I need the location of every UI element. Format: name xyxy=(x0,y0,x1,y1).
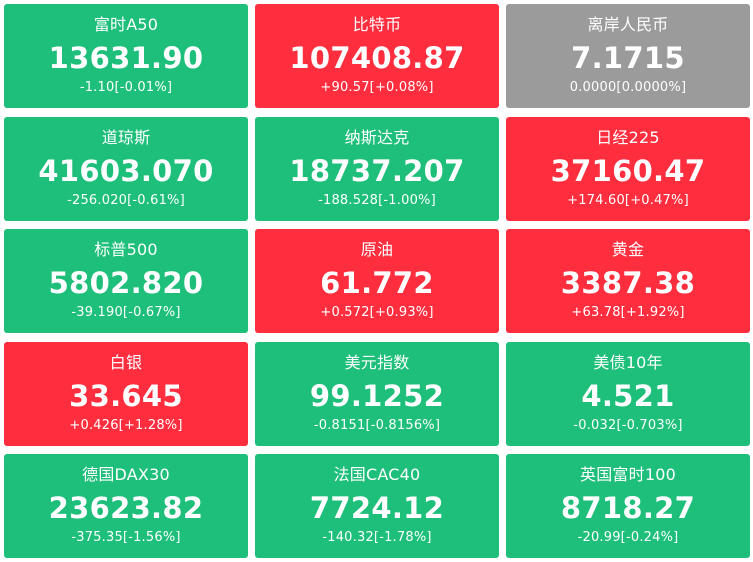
index-name: 美元指数 xyxy=(344,353,410,372)
index-tile-gold[interactable]: 黄金 3387.38 +63.78[+1.92%] xyxy=(506,229,750,333)
index-price: 99.1252 xyxy=(309,379,445,413)
index-tile-ftse-100[interactable]: 英国富时100 8718.27 -20.99[-0.24%] xyxy=(506,454,750,558)
index-price: 5802.820 xyxy=(48,266,204,300)
index-price: 4.521 xyxy=(581,379,675,413)
index-change: -0.8151[-0.8156%] xyxy=(313,418,441,433)
index-tile-nikkei-225[interactable]: 日经225 37160.47 +174.60[+0.47%] xyxy=(506,117,750,221)
index-name: 法国CAC40 xyxy=(333,465,421,484)
index-name: 原油 xyxy=(360,240,394,259)
index-change: +90.57[+0.08%] xyxy=(320,80,434,95)
index-price: 13631.90 xyxy=(48,41,204,75)
index-change: -140.32[-1.78%] xyxy=(322,530,432,545)
index-tile-bitcoin[interactable]: 比特币 107408.87 +90.57[+0.08%] xyxy=(255,4,499,108)
index-change: -188.528[-1.00%] xyxy=(318,193,436,208)
index-price: 7.1715 xyxy=(571,41,685,75)
index-change: 0.0000[0.0000%] xyxy=(569,80,687,95)
index-price: 41603.070 xyxy=(38,154,214,188)
index-price: 23623.82 xyxy=(48,491,204,525)
index-tile-cac40[interactable]: 法国CAC40 7724.12 -140.32[-1.78%] xyxy=(255,454,499,558)
index-price: 61.772 xyxy=(320,266,434,300)
index-name: 日经225 xyxy=(596,128,660,147)
index-change: -20.99[-0.24%] xyxy=(577,530,679,545)
index-name: 比特币 xyxy=(352,15,402,34)
index-change: -0.032[-0.703%] xyxy=(573,418,683,433)
index-price: 33.645 xyxy=(69,379,183,413)
index-change: +174.60[+0.47%] xyxy=(567,193,689,208)
index-tile-dollar-index[interactable]: 美元指数 99.1252 -0.8151[-0.8156%] xyxy=(255,342,499,446)
index-tile-sp500[interactable]: 标普500 5802.820 -39.190[-0.67%] xyxy=(4,229,248,333)
index-price: 107408.87 xyxy=(289,41,465,75)
index-name: 纳斯达克 xyxy=(344,128,410,147)
index-price: 8718.27 xyxy=(560,491,696,525)
index-tile-ftse-china-a50[interactable]: 富时A50 13631.90 -1.10[-0.01%] xyxy=(4,4,248,108)
index-name: 富时A50 xyxy=(93,15,159,34)
index-name: 道琼斯 xyxy=(101,128,151,147)
index-name: 美债10年 xyxy=(593,353,663,372)
index-tile-silver[interactable]: 白银 33.645 +0.426[+1.28%] xyxy=(4,342,248,446)
index-price: 7724.12 xyxy=(309,491,445,525)
index-tile-dax30[interactable]: 德国DAX30 23623.82 -375.35[-1.56%] xyxy=(4,454,248,558)
index-change: +0.426[+1.28%] xyxy=(69,418,183,433)
index-name: 离岸人民币 xyxy=(587,15,669,34)
index-change: -256.020[-0.61%] xyxy=(67,193,185,208)
index-price: 18737.207 xyxy=(289,154,465,188)
index-tile-us-treasury-10y[interactable]: 美债10年 4.521 -0.032[-0.703%] xyxy=(506,342,750,446)
index-tile-nasdaq[interactable]: 纳斯达克 18737.207 -188.528[-1.00%] xyxy=(255,117,499,221)
index-price: 37160.47 xyxy=(550,154,706,188)
index-name: 黄金 xyxy=(611,240,645,259)
index-name: 白银 xyxy=(109,353,143,372)
index-tile-dow-jones[interactable]: 道琼斯 41603.070 -256.020[-0.61%] xyxy=(4,117,248,221)
index-name: 标普500 xyxy=(94,240,158,259)
index-tile-crude-oil[interactable]: 原油 61.772 +0.572[+0.93%] xyxy=(255,229,499,333)
index-name: 德国DAX30 xyxy=(82,465,170,484)
index-change: -375.35[-1.56%] xyxy=(71,530,181,545)
index-change: +63.78[+1.92%] xyxy=(571,305,685,320)
index-change: -1.10[-0.01%] xyxy=(79,80,173,95)
index-change: -39.190[-0.67%] xyxy=(71,305,181,320)
index-tile-offshore-rmb[interactable]: 离岸人民币 7.1715 0.0000[0.0000%] xyxy=(506,4,750,108)
index-price: 3387.38 xyxy=(560,266,696,300)
index-change: +0.572[+0.93%] xyxy=(320,305,434,320)
index-name: 英国富时100 xyxy=(580,465,676,484)
